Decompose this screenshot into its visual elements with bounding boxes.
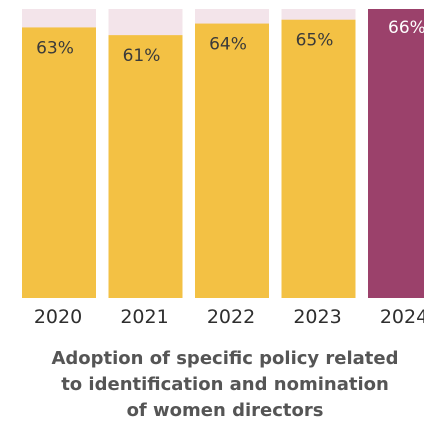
bar-2020 [22, 27, 96, 299]
caption-line-2: to identification and nomination [61, 374, 389, 395]
bar-2022 [195, 23, 269, 298]
caption-line-3: of women directors [126, 400, 324, 421]
value-label-2021: 61% [123, 46, 161, 66]
value-label-2020: 63% [36, 38, 74, 58]
year-label-2020: 2020 [34, 306, 82, 328]
year-label-2021: 2021 [120, 306, 168, 328]
year-label-2024: 2024 [380, 306, 424, 328]
value-label-2023: 65% [296, 31, 334, 51]
year-label-2022: 2022 [207, 306, 255, 328]
value-label-2022: 64% [209, 35, 247, 55]
chart-caption: Adoption of specific policy related to i… [0, 346, 424, 424]
caption-line-1: Adoption of specific policy related [51, 348, 399, 369]
bar-chart: 63% 2020 61% 2021 64% 2022 65% 2023 66% 2024 [22, 9, 424, 328]
bar-2021 [108, 35, 183, 299]
year-label-2023: 2023 [293, 306, 341, 328]
bar-2024 [368, 9, 424, 298]
bar-2023 [281, 19, 356, 298]
value-label-2024: 66% [388, 18, 424, 38]
